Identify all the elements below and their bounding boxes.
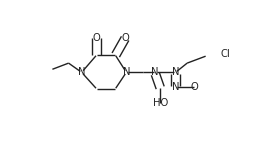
Text: O: O <box>122 33 129 43</box>
Text: O: O <box>191 82 199 92</box>
Text: N: N <box>172 82 179 92</box>
Text: N: N <box>78 67 85 77</box>
Text: N: N <box>172 67 179 77</box>
Text: O: O <box>92 33 100 43</box>
Text: HO: HO <box>153 98 168 108</box>
Text: N: N <box>151 67 159 77</box>
Text: Cl: Cl <box>220 49 230 59</box>
Text: N: N <box>122 67 130 77</box>
